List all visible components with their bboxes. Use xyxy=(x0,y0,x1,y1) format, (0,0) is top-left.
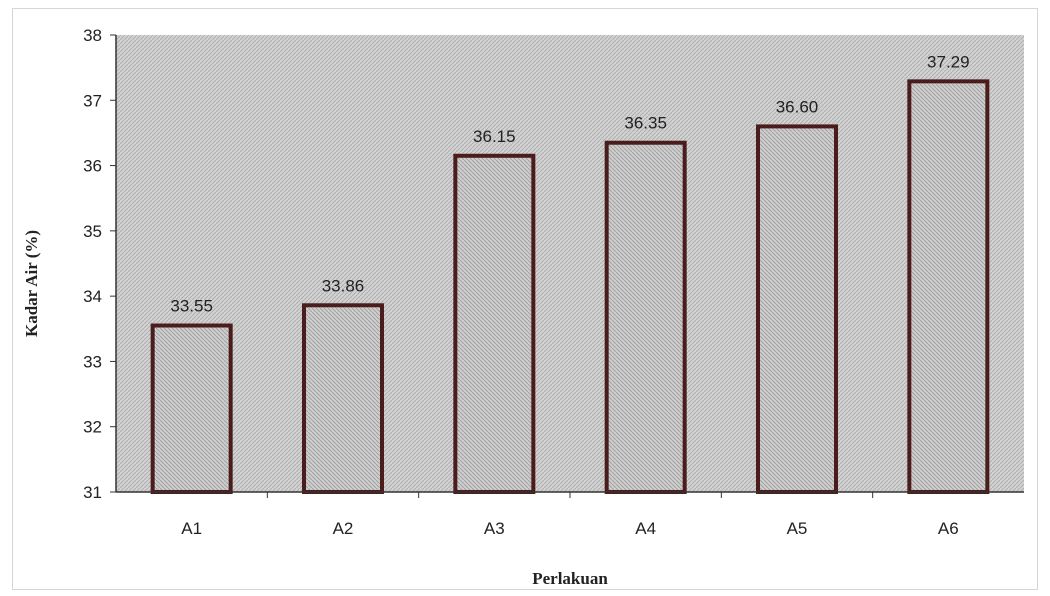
y-tick-label: 37 xyxy=(83,91,102,110)
y-axis-ticks: 31 32 33 34 35 36 37 38 xyxy=(83,26,116,502)
data-label-a2: 33.86 xyxy=(322,276,365,295)
bar-a2 xyxy=(302,303,384,495)
x-tick-label: A6 xyxy=(938,519,959,538)
bar-a6 xyxy=(907,79,990,495)
bar-a4 xyxy=(604,140,687,494)
data-label-a4: 36.35 xyxy=(624,114,667,133)
y-tick-label: 33 xyxy=(83,352,102,371)
bar-a3 xyxy=(453,153,536,494)
y-axis-title: Kadar Air (%) xyxy=(22,230,41,337)
x-tick-label: A2 xyxy=(333,519,354,538)
y-tick-label: 38 xyxy=(83,26,102,45)
x-tick-label: A5 xyxy=(787,519,808,538)
data-label-a1: 33.55 xyxy=(170,297,213,316)
y-tick-label: 32 xyxy=(83,418,102,437)
data-label-a5: 36.60 xyxy=(776,97,819,116)
plot-area xyxy=(116,35,1024,492)
data-label-a6: 37.29 xyxy=(927,52,970,71)
x-tick-label: A1 xyxy=(181,519,202,538)
x-axis-title: Perlakuan xyxy=(532,569,608,588)
data-label-a3: 36.15 xyxy=(473,127,516,146)
data-labels: 33.55 33.86 36.15 36.35 36.60 37.29 xyxy=(170,52,969,315)
x-tick-label: A4 xyxy=(635,519,656,538)
bars xyxy=(150,79,990,495)
bar-a1 xyxy=(150,323,233,494)
y-tick-label: 36 xyxy=(83,157,102,176)
bar-a5 xyxy=(756,124,838,495)
x-tick-label: A3 xyxy=(484,519,505,538)
y-tick-label: 34 xyxy=(83,287,102,306)
x-axis-ticks: A1 A2 A3 A4 A5 A6 xyxy=(181,492,959,538)
y-tick-label: 31 xyxy=(83,483,102,502)
y-tick-label: 35 xyxy=(83,222,102,241)
